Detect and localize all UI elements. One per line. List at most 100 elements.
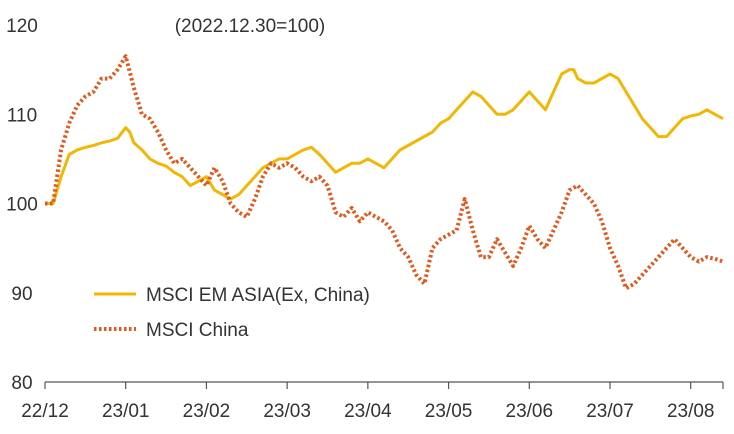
x-tick-label: 23/08 bbox=[667, 401, 715, 422]
data-point-em-asia bbox=[327, 162, 329, 164]
data-point-china bbox=[246, 216, 248, 218]
data-point-china bbox=[633, 283, 635, 285]
data-point-china bbox=[496, 238, 498, 240]
data-point-china bbox=[117, 69, 119, 71]
data-point-china bbox=[93, 91, 95, 93]
data-point-em-asia bbox=[464, 100, 466, 102]
data-point-em-asia bbox=[520, 100, 522, 102]
data-point-china bbox=[278, 167, 280, 169]
data-point-china bbox=[109, 78, 111, 80]
data-point-china bbox=[480, 256, 482, 258]
data-point-china bbox=[674, 238, 676, 240]
data-point-em-asia bbox=[512, 109, 514, 111]
data-point-em-asia bbox=[504, 113, 506, 115]
series-line-em-asia bbox=[45, 68, 724, 205]
data-point-em-asia bbox=[448, 118, 450, 120]
data-point-china bbox=[189, 167, 191, 169]
data-point-china bbox=[464, 198, 466, 200]
data-point-em-asia bbox=[246, 185, 248, 187]
data-point-china bbox=[424, 283, 426, 285]
series-line-china bbox=[45, 54, 724, 291]
data-point-china bbox=[407, 256, 409, 258]
data-point-china bbox=[206, 185, 208, 187]
data-point-china bbox=[593, 203, 595, 205]
data-point-china bbox=[173, 162, 175, 164]
data-point-em-asia bbox=[133, 142, 135, 144]
data-point-china bbox=[262, 176, 264, 178]
data-point-em-asia bbox=[553, 91, 555, 93]
data-point-china bbox=[682, 247, 684, 249]
data-point-china bbox=[553, 229, 555, 231]
data-point-china bbox=[44, 203, 46, 205]
data-point-china bbox=[383, 220, 385, 222]
data-point-china bbox=[625, 287, 627, 289]
series-layer bbox=[44, 54, 724, 291]
data-point-em-asia bbox=[456, 109, 458, 111]
data-point-em-asia bbox=[399, 149, 401, 151]
data-point-em-asia bbox=[585, 82, 587, 84]
data-point-china bbox=[375, 216, 377, 218]
x-tick-label: 22/12 bbox=[21, 401, 69, 422]
data-point-china bbox=[698, 261, 700, 263]
data-point-china bbox=[537, 238, 539, 240]
data-point-china bbox=[76, 104, 78, 106]
data-point-em-asia bbox=[641, 118, 643, 120]
data-point-em-asia bbox=[109, 140, 111, 142]
data-point-china bbox=[254, 198, 256, 200]
data-point-china bbox=[528, 225, 530, 227]
legend: MSCI EM ASIA(Ex, China) MSCI China bbox=[94, 285, 370, 341]
data-point-em-asia bbox=[545, 109, 547, 111]
data-point-china bbox=[238, 212, 240, 214]
data-point-china bbox=[641, 274, 643, 276]
data-point-china bbox=[391, 229, 393, 231]
data-point-em-asia bbox=[383, 167, 385, 169]
data-point-em-asia bbox=[537, 100, 539, 102]
data-point-em-asia bbox=[440, 122, 442, 124]
data-point-china bbox=[706, 256, 708, 258]
data-point-china bbox=[650, 265, 652, 267]
data-point-em-asia bbox=[569, 69, 571, 71]
data-point-em-asia bbox=[359, 162, 361, 164]
data-point-china bbox=[440, 238, 442, 240]
data-point-em-asia bbox=[286, 158, 288, 160]
data-point-china bbox=[311, 180, 313, 182]
data-point-china bbox=[569, 189, 571, 191]
data-point-em-asia bbox=[351, 162, 353, 164]
data-point-em-asia bbox=[472, 91, 474, 93]
data-point-em-asia bbox=[617, 78, 619, 80]
data-point-china bbox=[343, 216, 345, 218]
data-point-china bbox=[415, 274, 417, 276]
data-point-china bbox=[60, 149, 62, 151]
data-point-em-asia bbox=[222, 194, 224, 196]
data-point-china bbox=[302, 176, 304, 178]
data-point-china bbox=[617, 265, 619, 267]
data-point-china bbox=[327, 185, 329, 187]
data-point-china bbox=[601, 220, 603, 222]
data-point-em-asia bbox=[302, 149, 304, 151]
data-point-em-asia bbox=[666, 136, 668, 138]
data-point-em-asia bbox=[238, 194, 240, 196]
data-point-em-asia bbox=[698, 113, 700, 115]
data-point-em-asia bbox=[149, 158, 151, 160]
data-point-china bbox=[294, 167, 296, 169]
data-point-china bbox=[165, 149, 167, 151]
data-point-em-asia bbox=[480, 96, 482, 98]
data-point-em-asia bbox=[93, 145, 95, 147]
data-point-em-asia bbox=[311, 146, 313, 148]
data-point-em-asia bbox=[262, 167, 264, 169]
data-point-em-asia bbox=[367, 158, 369, 160]
data-point-em-asia bbox=[432, 131, 434, 133]
data-point-em-asia bbox=[488, 104, 490, 106]
x-tick-label: 23/06 bbox=[506, 401, 554, 422]
legend-label-china: MSCI China bbox=[146, 320, 249, 341]
data-point-china bbox=[561, 212, 563, 214]
data-point-em-asia bbox=[214, 189, 216, 191]
data-point-em-asia bbox=[658, 136, 660, 138]
data-point-em-asia bbox=[690, 115, 692, 117]
data-point-em-asia bbox=[561, 73, 563, 75]
data-point-em-asia bbox=[650, 127, 652, 129]
data-point-em-asia bbox=[85, 146, 87, 148]
data-point-china bbox=[351, 207, 353, 209]
data-point-china bbox=[230, 203, 232, 205]
y-tick-label: 120 bbox=[6, 16, 38, 37]
